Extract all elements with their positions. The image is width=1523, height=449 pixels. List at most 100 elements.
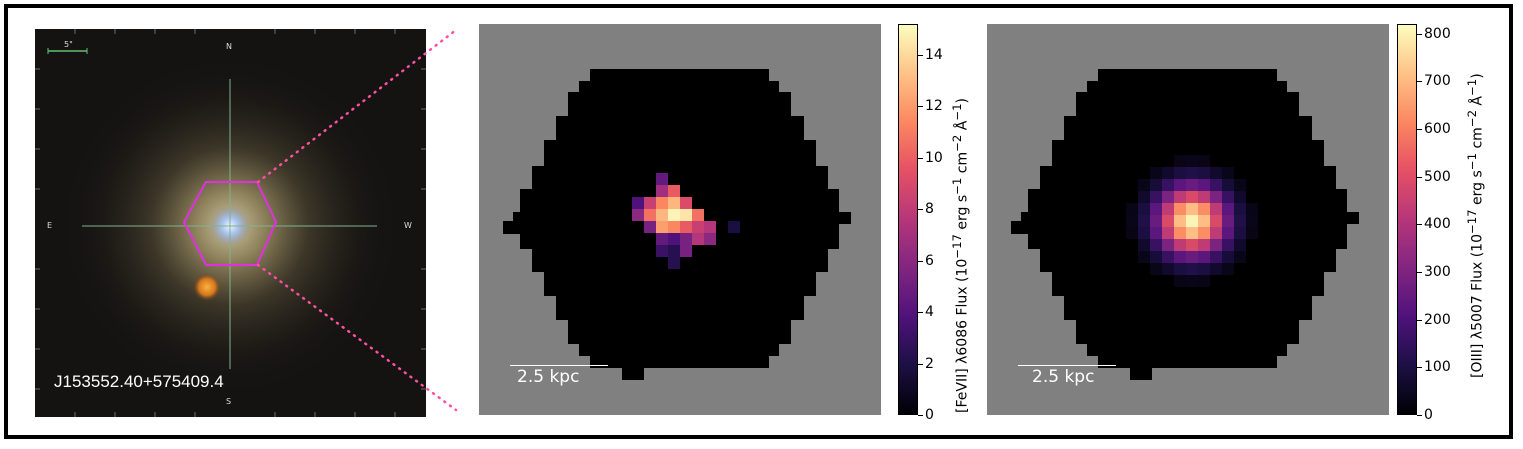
flux-pixel	[1150, 203, 1162, 215]
flux-pixel	[1174, 203, 1186, 215]
flux-pixel	[1174, 155, 1186, 167]
flux-pixel	[1246, 227, 1258, 239]
colorbar-tick	[1417, 128, 1422, 130]
flux-pixel	[1162, 215, 1174, 227]
flux-pixel	[692, 221, 704, 233]
colorbar-tick-label: 400	[1424, 216, 1451, 233]
colorbar-tick-label: 600	[1424, 120, 1451, 137]
colorbar-tick-label: 700	[1424, 73, 1451, 90]
flux-pixel	[1222, 203, 1234, 215]
oiii-colorbar	[1397, 24, 1417, 415]
oiii-flux-map: 2.5 kpc	[987, 24, 1389, 415]
flux-pixel	[1210, 191, 1222, 203]
compass-south: S	[226, 397, 232, 406]
fevii-colorbar-label: [FeVII] λ6086 Flux (10−17 erg s−1 cm−2 Å…	[950, 98, 971, 413]
flux-pixel	[1222, 227, 1234, 239]
flux-pixel	[668, 233, 680, 245]
flux-pixel	[656, 221, 668, 233]
colorbar-tick	[918, 415, 923, 416]
figure-frame	[4, 4, 1513, 439]
colorbar-tick-label: 4	[925, 304, 934, 321]
flux-pixel	[1150, 191, 1162, 203]
flux-pixel	[1150, 167, 1162, 179]
fevii-flux-map: 2.5 kpc	[479, 24, 881, 415]
flux-pixel	[1198, 167, 1210, 179]
colorbar-tick	[1417, 33, 1422, 35]
flux-pixel	[668, 257, 680, 269]
flux-pixel	[1162, 191, 1174, 203]
flux-pixel	[680, 221, 692, 233]
flux-pixel	[656, 173, 668, 185]
flux-pixel	[1150, 215, 1162, 227]
colorbar-tick	[918, 363, 923, 365]
colorbar-tick	[918, 209, 923, 211]
colorbar-tick	[918, 54, 923, 56]
flux-pixel	[1126, 215, 1138, 227]
flux-pixel	[1174, 239, 1186, 251]
flux-pixel	[668, 185, 680, 197]
flux-pixel	[1246, 215, 1258, 227]
flux-pixel	[1162, 179, 1174, 191]
flux-pixel	[1150, 179, 1162, 191]
colorbar-tick-label: 100	[1424, 359, 1451, 376]
flux-pixel	[1210, 167, 1222, 179]
flux-pixel	[1174, 251, 1186, 263]
flux-pixel	[1186, 179, 1198, 191]
flux-pixel	[656, 233, 668, 245]
flux-pixel	[1150, 263, 1162, 275]
flux-pixel	[680, 233, 692, 245]
flux-pixel	[1186, 155, 1198, 167]
flux-pixel	[1198, 179, 1210, 191]
flux-pixel	[680, 197, 692, 209]
flux-pixel	[1126, 203, 1138, 215]
flux-pixel	[1210, 239, 1222, 251]
flux-pixel	[1186, 203, 1198, 215]
flux-pixel	[1186, 275, 1198, 287]
flux-pixel	[1162, 227, 1174, 239]
flux-pixel	[1222, 215, 1234, 227]
flux-pixel	[1174, 263, 1186, 275]
flux-pixel	[1222, 251, 1234, 263]
flux-pixel	[1234, 239, 1246, 251]
flux-pixel	[1138, 239, 1150, 251]
compass-west: W	[404, 221, 412, 230]
flux-pixel	[1198, 275, 1210, 287]
fevii-scale-label: 2.5 kpc	[517, 367, 580, 387]
sdss-image: 5" N S E W	[35, 29, 426, 417]
flux-pixel	[1210, 251, 1222, 263]
oiii-scale-bar	[1018, 365, 1116, 366]
colorbar-tick	[918, 260, 923, 262]
flux-pixel	[1210, 263, 1222, 275]
frame-ticks	[35, 29, 426, 417]
flux-pixel	[1174, 215, 1186, 227]
colorbar-tick	[918, 312, 923, 314]
object-name: J153552.40+575409.4	[54, 372, 224, 391]
flux-pixel	[1198, 215, 1210, 227]
fevii-map-svg	[503, 69, 851, 380]
flux-pixel	[1198, 251, 1210, 263]
flux-pixel	[1198, 191, 1210, 203]
oiii-scale-label: 2.5 kpc	[1032, 367, 1095, 387]
flux-pixel	[1234, 227, 1246, 239]
flux-pixel	[692, 209, 704, 221]
flux-pixel	[1222, 191, 1234, 203]
companion-source	[193, 273, 221, 301]
colorbar-tick	[1417, 415, 1422, 416]
oiii-colorbar-label: [OIII] λ5007 Flux (10−17 erg s−1 cm−2 Å−…	[1465, 73, 1486, 378]
colorbar-tick	[1417, 176, 1422, 178]
colorbar-tick-label: 14	[925, 46, 943, 63]
compass-north: N	[226, 42, 232, 51]
flux-pixel	[1222, 179, 1234, 191]
flux-pixel	[1210, 179, 1222, 191]
flux-pixel	[728, 221, 740, 233]
sdss-scale-label: 5"	[64, 40, 73, 49]
flux-pixel	[680, 245, 692, 257]
flux-pixel	[644, 209, 656, 221]
flux-pixel	[1174, 179, 1186, 191]
flux-pixel	[704, 233, 716, 245]
flux-pixel	[1186, 239, 1198, 251]
flux-pixel	[692, 233, 704, 245]
flux-pixel	[1198, 239, 1210, 251]
flux-pixel	[668, 221, 680, 233]
